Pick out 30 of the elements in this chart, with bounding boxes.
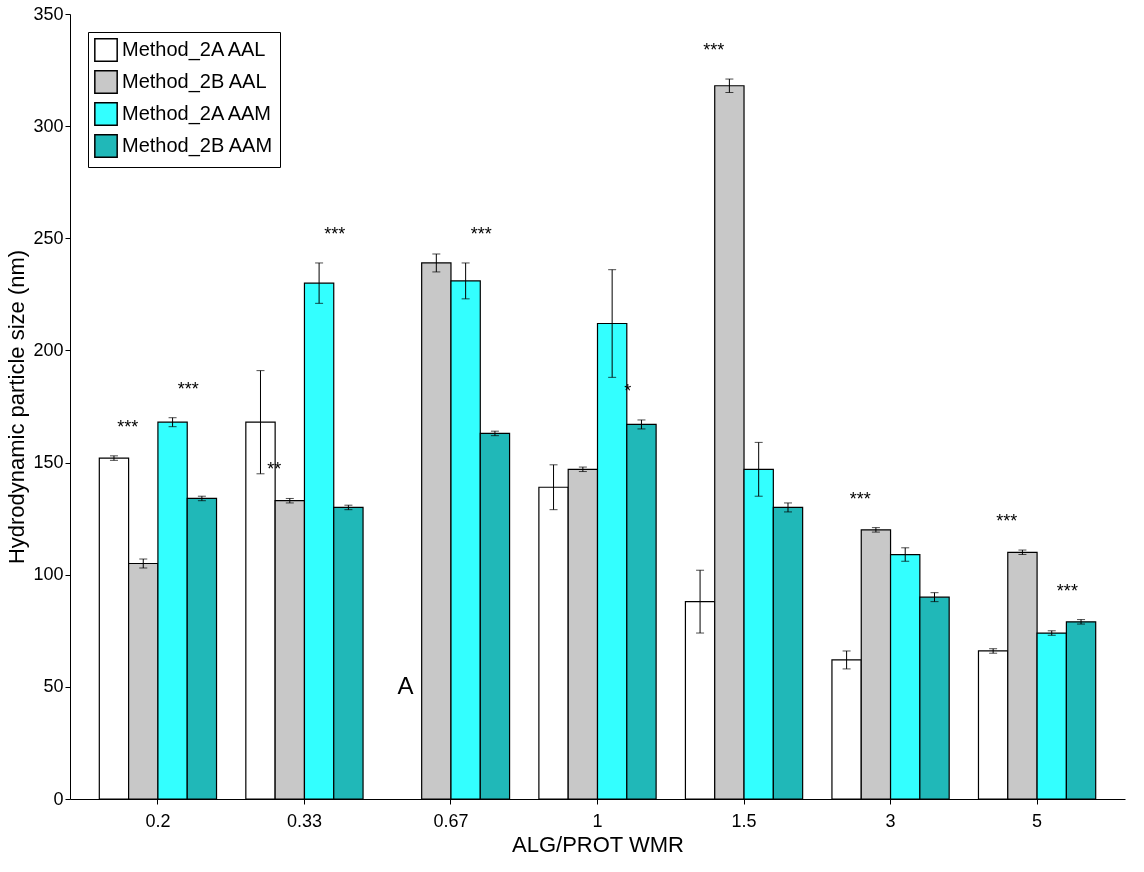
x-tick-label: 5: [1032, 810, 1043, 831]
legend-label: Method_2A AAM: [122, 102, 271, 125]
y-tick-label: 300: [33, 115, 64, 136]
annotation: ***: [849, 488, 871, 509]
legend-label: Method_2B AAL: [122, 70, 267, 93]
annotation: ***: [996, 511, 1018, 532]
x-tick-label: 0.33: [286, 810, 322, 831]
annotation: ***: [703, 40, 725, 61]
annotation: A: [397, 671, 414, 699]
legend-label: Method_2B AAM: [122, 134, 273, 157]
y-tick-label: 100: [33, 564, 64, 585]
y-tick-label: 50: [43, 676, 64, 697]
annotation: ***: [177, 378, 199, 399]
legend-label: Method_2A AAL: [122, 38, 266, 61]
y-tick-label: 150: [33, 452, 64, 473]
y-axis-title: Hydrodynamic particle size (nm): [4, 249, 30, 565]
annotation: ***: [470, 223, 492, 244]
annotation: ***: [1056, 580, 1078, 601]
x-tick-label: 1: [592, 810, 603, 831]
x-tick-label: 0.2: [145, 810, 171, 831]
y-tick-label: 350: [33, 3, 64, 24]
x-tick-label: 3: [885, 810, 896, 831]
annotation: ***: [117, 416, 139, 437]
x-axis-title: ALG/PROT WMR: [512, 831, 684, 857]
y-tick-label: 0: [53, 788, 64, 809]
x-tick-label: 1.5: [731, 810, 757, 831]
y-tick-label: 200: [33, 339, 64, 360]
y-tick-label: 250: [33, 227, 64, 248]
annotation: ***: [324, 223, 346, 244]
x-tick-label: 0.67: [433, 810, 469, 831]
